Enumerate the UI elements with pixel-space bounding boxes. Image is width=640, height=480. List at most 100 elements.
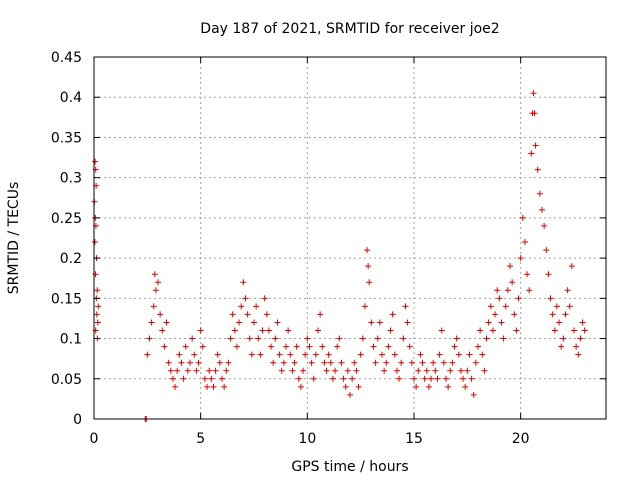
data-point bbox=[551, 327, 558, 334]
data-point bbox=[534, 166, 541, 173]
data-point bbox=[430, 359, 437, 366]
data-point bbox=[536, 190, 543, 197]
data-point bbox=[321, 359, 328, 366]
data-point bbox=[571, 327, 577, 334]
data-point bbox=[393, 367, 400, 374]
y-tick-label: 0.3 bbox=[60, 171, 82, 187]
data-point bbox=[385, 343, 392, 350]
data-point bbox=[370, 343, 377, 350]
data-point bbox=[265, 327, 272, 334]
data-point bbox=[336, 335, 343, 342]
data-point bbox=[332, 367, 339, 374]
data-point bbox=[438, 327, 445, 334]
data-point bbox=[223, 367, 230, 374]
data-point bbox=[344, 367, 351, 374]
data-point bbox=[408, 359, 415, 366]
data-point bbox=[216, 359, 223, 366]
data-point bbox=[221, 383, 228, 390]
data-point bbox=[293, 343, 300, 350]
data-point bbox=[515, 295, 522, 302]
data-point bbox=[521, 239, 528, 246]
data-point bbox=[481, 367, 488, 374]
data-point bbox=[372, 359, 379, 366]
data-point bbox=[302, 351, 309, 358]
data-point bbox=[159, 327, 166, 334]
data-point bbox=[445, 383, 452, 390]
data-point bbox=[92, 158, 99, 165]
data-point bbox=[519, 214, 526, 221]
data-point bbox=[562, 311, 569, 318]
data-point bbox=[210, 383, 217, 390]
data-point bbox=[411, 375, 417, 382]
data-point bbox=[178, 359, 185, 366]
data-point bbox=[208, 375, 215, 382]
data-point bbox=[148, 319, 155, 326]
data-point bbox=[95, 303, 102, 310]
data-point bbox=[312, 351, 319, 358]
data-point bbox=[236, 319, 243, 326]
data-point bbox=[383, 359, 390, 366]
data-point bbox=[219, 375, 225, 382]
data-point bbox=[92, 271, 99, 278]
data-point bbox=[389, 311, 396, 318]
data-point bbox=[176, 351, 183, 358]
data-point bbox=[531, 110, 538, 117]
data-point bbox=[425, 383, 432, 390]
data-point bbox=[187, 359, 193, 366]
data-point bbox=[496, 295, 503, 302]
series-srmtid bbox=[91, 90, 588, 422]
data-point bbox=[364, 247, 371, 254]
data-point bbox=[323, 367, 330, 374]
data-point bbox=[509, 279, 516, 286]
data-point bbox=[475, 343, 481, 350]
data-point bbox=[556, 319, 563, 326]
data-point bbox=[180, 375, 187, 382]
data-point bbox=[246, 335, 253, 342]
data-point bbox=[355, 383, 362, 390]
data-point bbox=[443, 375, 449, 382]
data-point bbox=[199, 343, 206, 350]
data-point bbox=[276, 351, 283, 358]
y-tick-label: 0.05 bbox=[51, 372, 82, 388]
tick-layer: 0 0.05 0.1 0.15 0.2 0.25 0.3 0.35 0.4 0.45 0 5 10 15 2… bbox=[51, 50, 606, 447]
data-point bbox=[146, 335, 153, 342]
data-point bbox=[263, 311, 270, 318]
x-tick-label: 15 bbox=[405, 431, 423, 447]
data-point bbox=[539, 206, 545, 213]
data-point bbox=[374, 335, 381, 342]
data-point bbox=[155, 279, 161, 286]
data-point bbox=[502, 303, 509, 310]
data-point bbox=[351, 359, 358, 366]
data-point bbox=[543, 247, 550, 254]
data-point bbox=[451, 343, 458, 350]
data-point bbox=[553, 303, 560, 310]
data-point bbox=[421, 375, 428, 382]
data-point bbox=[379, 351, 385, 358]
data-point bbox=[244, 311, 251, 318]
data-point bbox=[334, 343, 341, 350]
data-point bbox=[524, 271, 531, 278]
data-point bbox=[357, 351, 364, 358]
data-point bbox=[545, 271, 552, 278]
data-point bbox=[225, 359, 232, 366]
data-point bbox=[447, 367, 454, 374]
data-point bbox=[489, 327, 496, 334]
data-point bbox=[93, 311, 100, 318]
data-point bbox=[206, 367, 213, 374]
data-point bbox=[338, 359, 345, 366]
data-point bbox=[327, 359, 334, 366]
data-point bbox=[579, 319, 586, 326]
data-point bbox=[549, 311, 556, 318]
data-point bbox=[261, 295, 268, 302]
data-point bbox=[150, 303, 157, 310]
y-tick-label: 0.1 bbox=[60, 332, 82, 348]
data-point bbox=[248, 351, 255, 358]
data-point bbox=[144, 351, 151, 358]
data-point bbox=[163, 319, 170, 326]
data-point bbox=[257, 351, 264, 358]
data-point bbox=[283, 343, 289, 350]
data-point bbox=[184, 367, 191, 374]
data-point bbox=[470, 391, 477, 398]
data-point bbox=[494, 287, 501, 294]
